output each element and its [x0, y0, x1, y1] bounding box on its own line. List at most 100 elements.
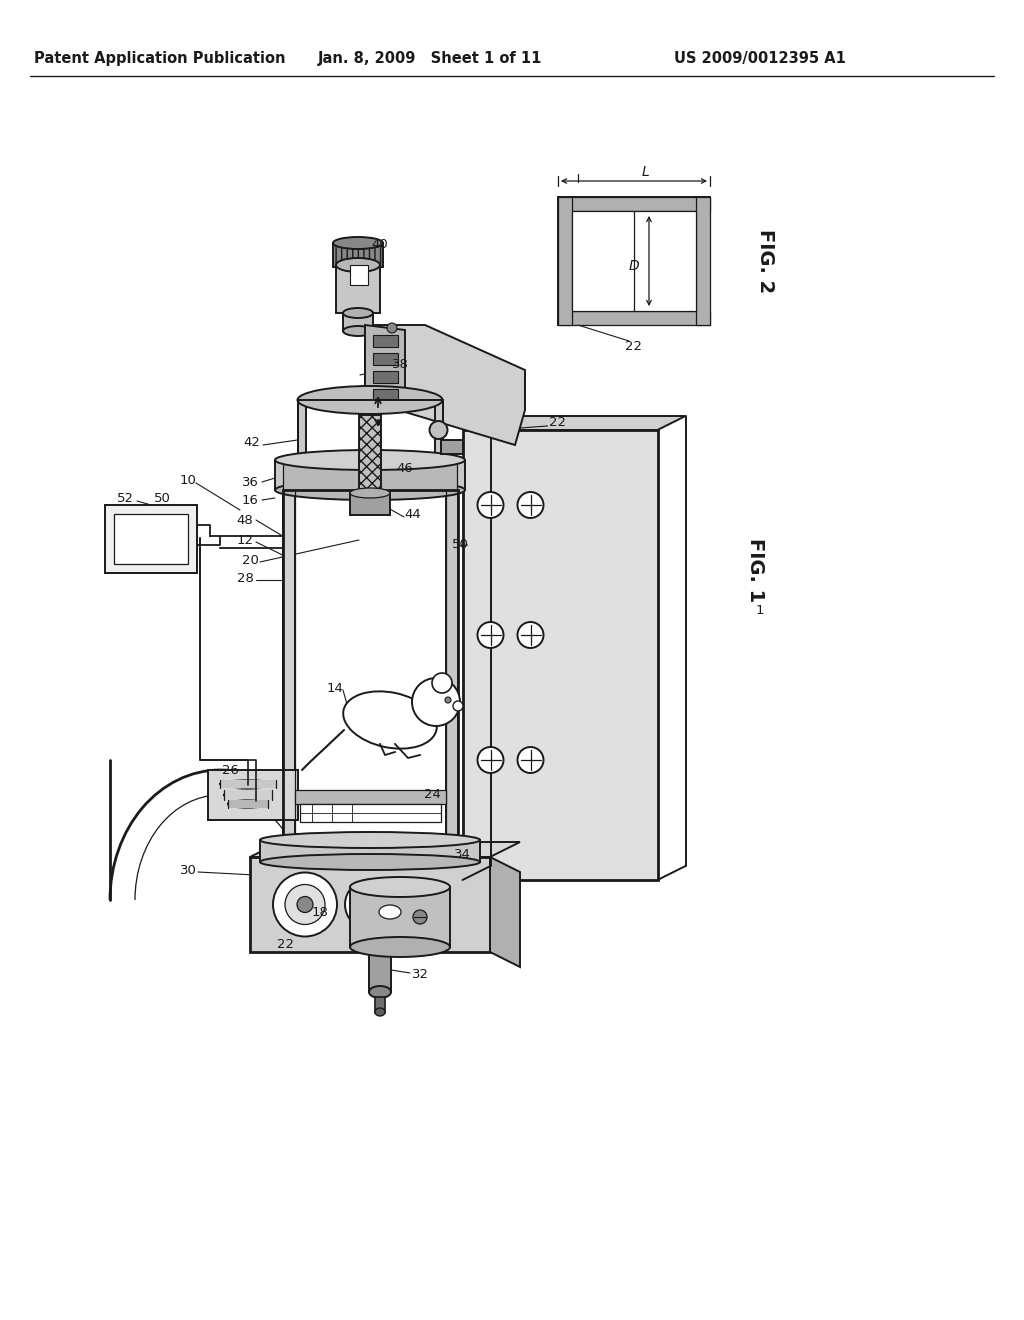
Text: 38: 38	[391, 359, 409, 371]
Bar	[350, 265, 368, 285]
Bar	[295, 490, 445, 840]
Bar	[298, 400, 442, 465]
Text: 48: 48	[237, 513, 253, 527]
Text: 20: 20	[242, 553, 258, 566]
Bar	[298, 400, 305, 465]
Ellipse shape	[275, 480, 465, 500]
Bar	[333, 243, 383, 267]
Text: 22: 22	[276, 937, 294, 950]
Polygon shape	[490, 857, 520, 968]
Bar	[696, 197, 710, 325]
Circle shape	[432, 673, 452, 693]
Text: US 2009/0012395 A1: US 2009/0012395 A1	[674, 50, 846, 66]
Ellipse shape	[350, 876, 450, 898]
Bar	[275, 459, 465, 490]
Text: 40: 40	[372, 239, 388, 252]
Text: 24: 24	[424, 788, 440, 801]
Text: 30: 30	[179, 863, 197, 876]
Ellipse shape	[350, 937, 450, 957]
Circle shape	[477, 492, 504, 517]
Ellipse shape	[260, 854, 480, 870]
Circle shape	[517, 747, 544, 774]
Circle shape	[453, 701, 463, 711]
Bar	[223, 789, 271, 800]
Bar	[572, 211, 696, 312]
Text: 50: 50	[452, 539, 468, 552]
Text: 14: 14	[327, 681, 343, 694]
Ellipse shape	[379, 906, 401, 919]
Circle shape	[297, 896, 313, 912]
Bar	[440, 440, 463, 454]
Ellipse shape	[260, 832, 480, 847]
Bar	[208, 770, 298, 820]
Text: D: D	[629, 259, 639, 273]
Circle shape	[345, 879, 395, 929]
Ellipse shape	[343, 326, 373, 337]
Bar	[434, 400, 442, 465]
Bar	[250, 857, 490, 952]
Circle shape	[412, 678, 460, 726]
Text: 1: 1	[756, 603, 764, 616]
Text: 10: 10	[179, 474, 197, 487]
Ellipse shape	[223, 789, 271, 800]
Bar	[373, 335, 398, 347]
Ellipse shape	[350, 488, 390, 498]
Polygon shape	[365, 325, 406, 411]
Bar	[227, 800, 267, 808]
Circle shape	[285, 884, 325, 924]
Ellipse shape	[219, 780, 275, 788]
Bar	[343, 313, 373, 331]
Circle shape	[387, 323, 397, 333]
Bar	[105, 506, 197, 573]
Bar	[359, 414, 381, 498]
Text: FIG. 2: FIG. 2	[756, 228, 774, 293]
Text: 42: 42	[244, 436, 260, 449]
Polygon shape	[365, 325, 525, 445]
Circle shape	[413, 909, 427, 924]
Circle shape	[429, 421, 447, 440]
Circle shape	[517, 622, 544, 648]
Circle shape	[477, 747, 504, 774]
Bar	[350, 492, 390, 515]
Circle shape	[356, 891, 384, 919]
Ellipse shape	[333, 238, 383, 249]
Circle shape	[517, 492, 544, 517]
Text: 34: 34	[454, 849, 470, 862]
Ellipse shape	[298, 451, 442, 479]
Text: 18: 18	[311, 906, 329, 919]
Text: Patent Application Publication: Patent Application Publication	[34, 50, 286, 66]
Bar	[295, 789, 445, 804]
Ellipse shape	[343, 308, 373, 318]
Text: 50: 50	[154, 491, 170, 504]
Bar	[260, 840, 480, 862]
Bar	[350, 887, 450, 946]
Text: 12: 12	[237, 533, 254, 546]
Bar	[336, 265, 380, 313]
Ellipse shape	[275, 450, 465, 470]
Ellipse shape	[298, 385, 442, 414]
Text: 52: 52	[117, 491, 133, 504]
Bar	[558, 197, 710, 325]
Ellipse shape	[336, 257, 380, 272]
Bar	[558, 312, 710, 325]
Bar	[373, 389, 398, 399]
Bar	[219, 780, 275, 788]
Ellipse shape	[375, 1008, 385, 1016]
Text: 26: 26	[221, 763, 239, 776]
Bar	[463, 430, 657, 880]
Circle shape	[477, 622, 504, 648]
Text: 28: 28	[237, 572, 253, 585]
Bar	[445, 490, 458, 840]
Text: 22: 22	[549, 416, 566, 429]
Bar	[373, 352, 398, 366]
Ellipse shape	[343, 692, 437, 748]
Bar	[558, 197, 710, 211]
Bar	[373, 371, 398, 383]
Text: Jan. 8, 2009   Sheet 1 of 11: Jan. 8, 2009 Sheet 1 of 11	[317, 50, 542, 66]
Text: 32: 32	[412, 969, 428, 982]
Bar	[369, 952, 391, 993]
Text: 16: 16	[242, 494, 258, 507]
Text: 44: 44	[404, 508, 421, 521]
Text: 46: 46	[396, 462, 414, 474]
Bar	[375, 997, 385, 1012]
